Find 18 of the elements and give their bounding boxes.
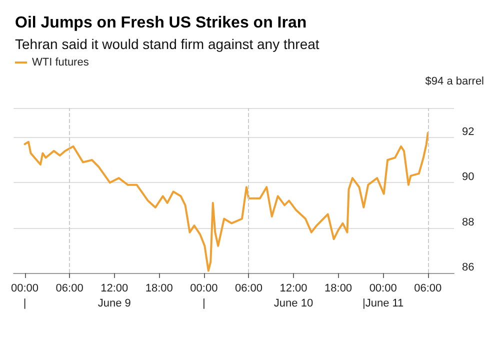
x-tick-label: 06:00 [414,282,442,294]
x-tick-label: 18:00 [324,282,352,294]
x-tick-label: 00:00 |June 11 [362,282,404,310]
chart-subtitle: Tehran said it would stand firm against any threat [15,36,320,52]
y-axis-title: $94 a barrel [425,76,484,88]
x-tick-label: 06:00 [56,282,84,294]
x-tick-label: 12:00 June 9 [98,282,131,310]
legend-label: WTI futures [32,56,90,68]
x-tick-label: 12:00 June 10 [274,282,314,310]
y-tick-label: 92 [462,126,474,138]
y-tick-label: 90 [462,171,474,184]
x-tick-label: 00:00 | [190,282,218,310]
x-tick-label: 00:00 | [11,282,39,310]
y-tick-label: 88 [462,216,474,228]
y-tick-label: 86 [462,262,474,274]
x-tick-label: 18:00 [145,282,173,294]
x-tick-label: 06:00 [234,282,262,294]
chart-title: Oil Jumps on Fresh US Strikes on Iran [15,14,307,32]
